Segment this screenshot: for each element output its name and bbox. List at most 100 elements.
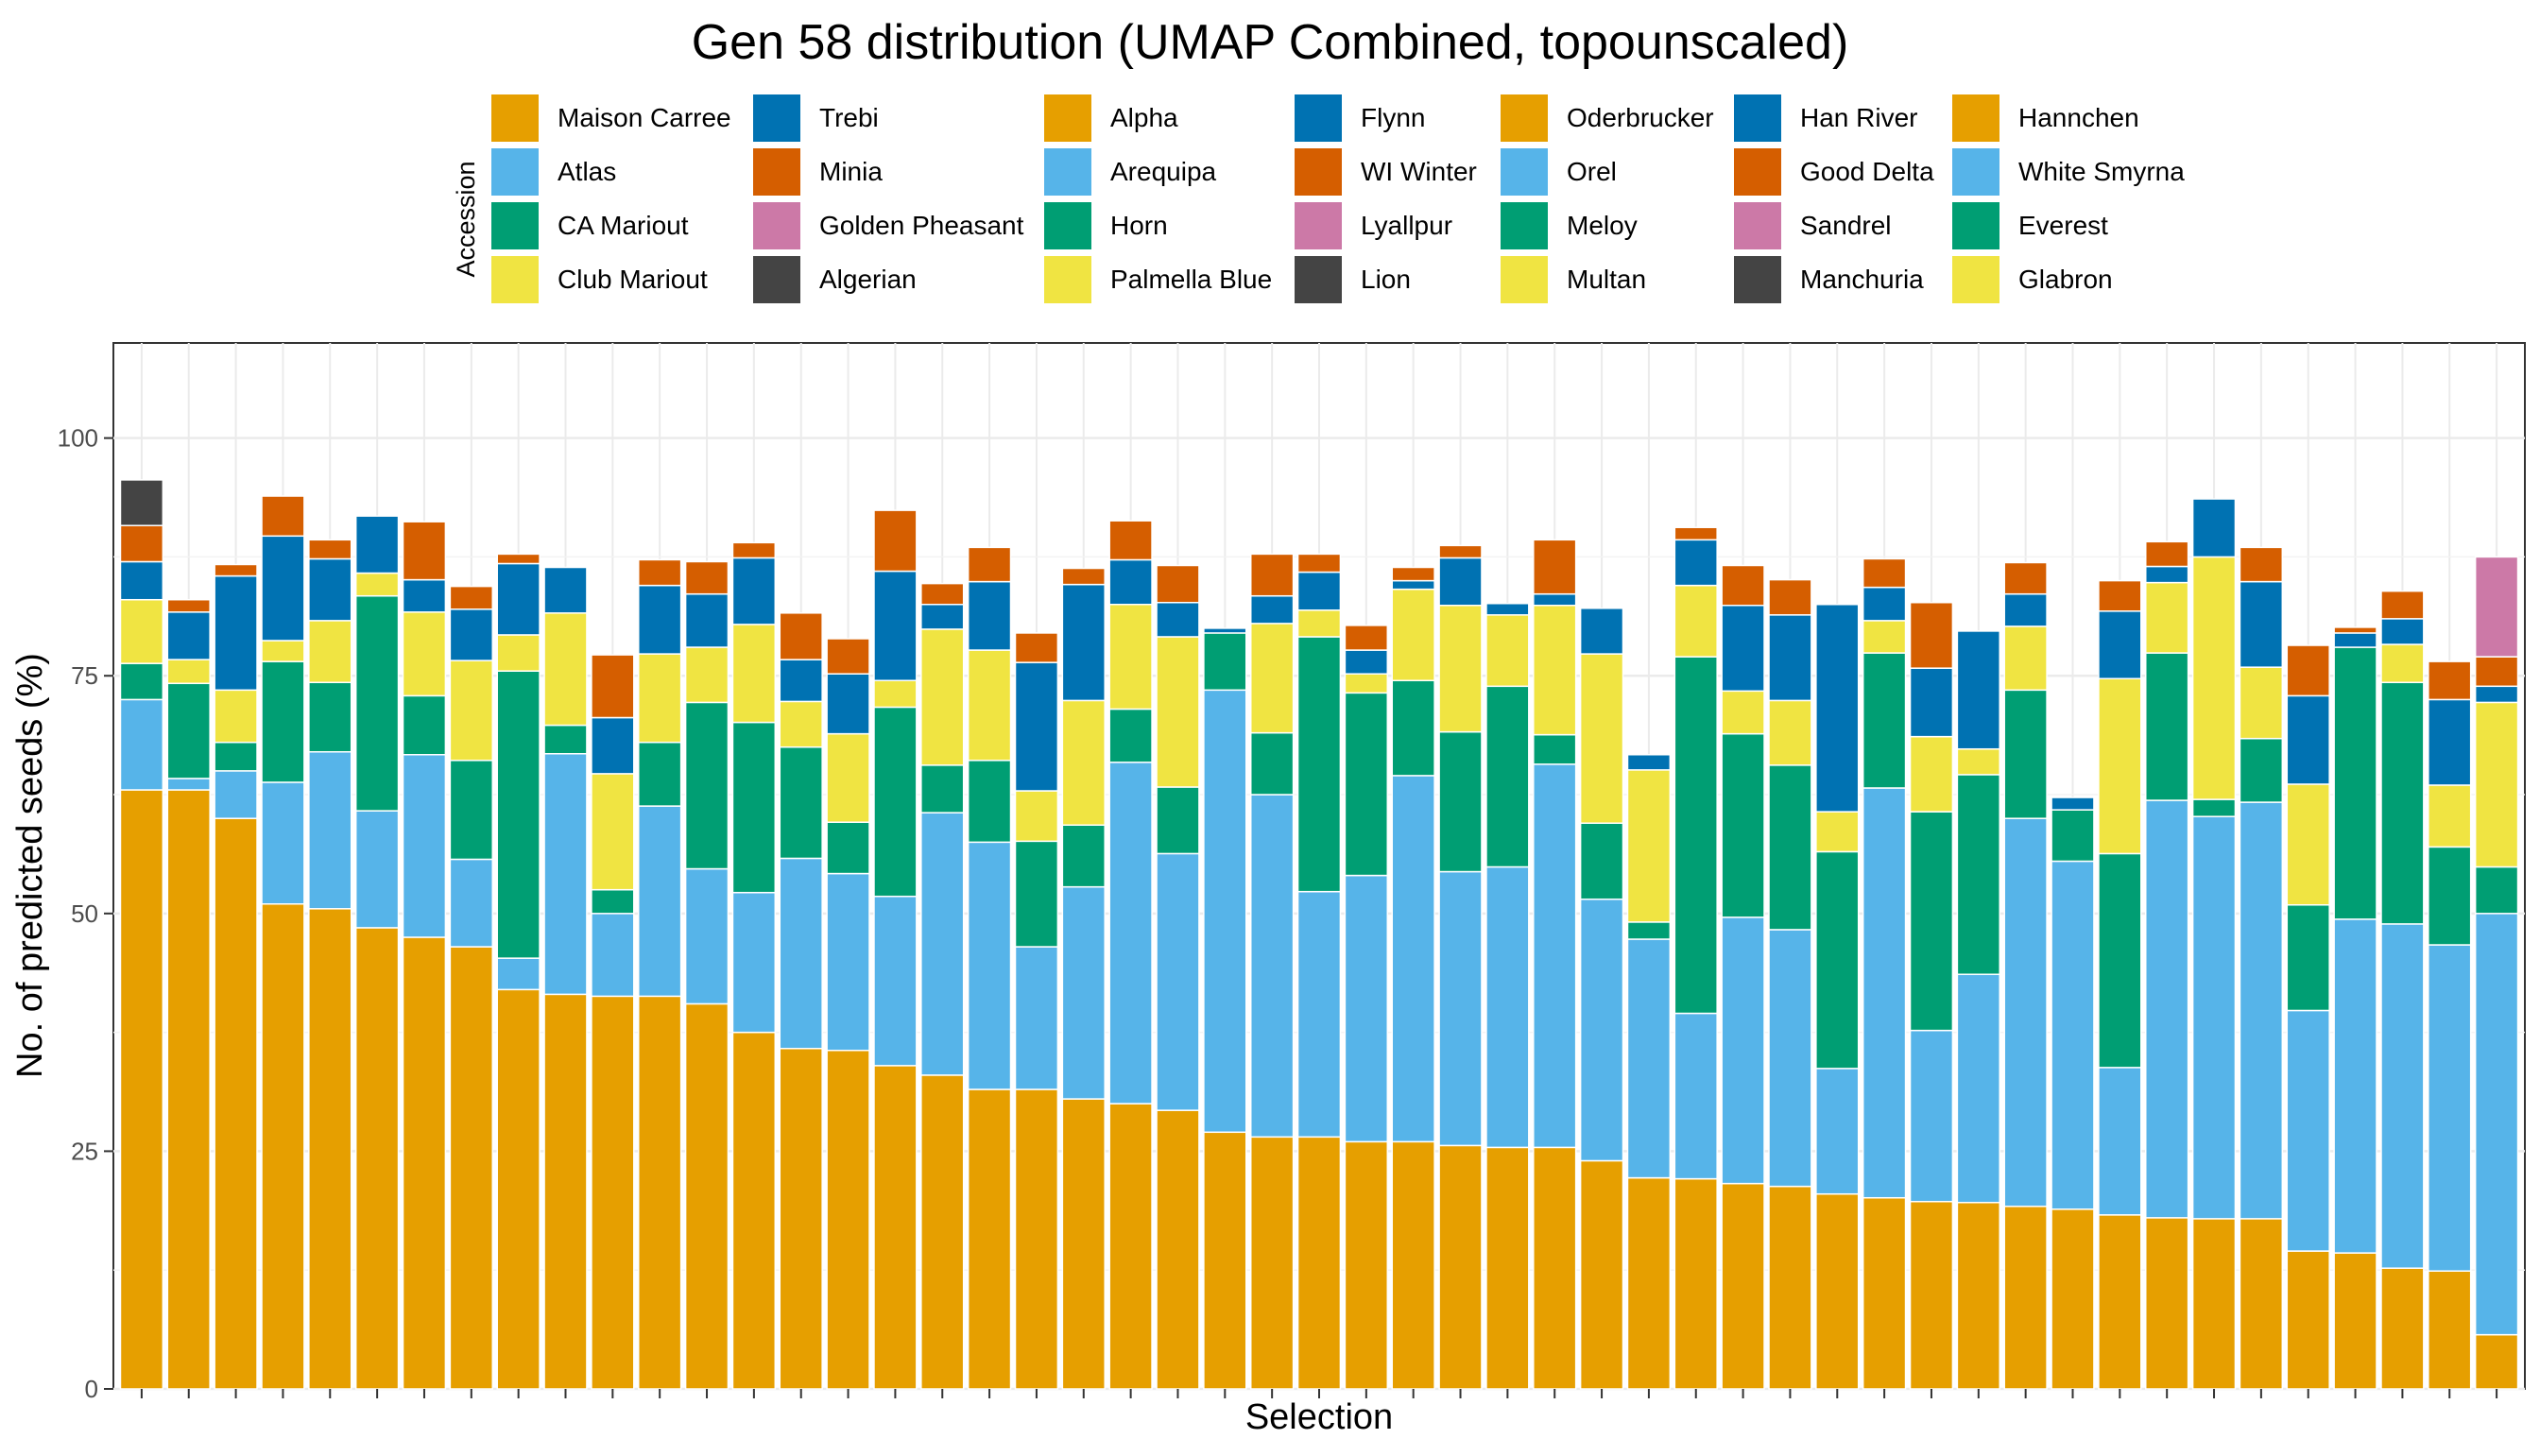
bar-segment [1815,1068,1860,1195]
bar-segment [2098,1067,2142,1216]
bar-segment [1533,763,1577,1149]
legend-swatch [1734,256,1781,303]
bar-segment [920,764,965,814]
legend-swatch [491,94,539,142]
bar-segment [638,653,682,744]
bar-segment [684,560,729,595]
bar-segment [1485,614,1530,688]
bar-segment [166,611,211,660]
bar-segment [1533,733,1577,765]
legend-label: Arequipa [1110,157,1217,186]
bar-segment [1956,747,2000,776]
bar-segment [166,778,211,791]
legend-swatch [1952,202,1999,249]
y-tick-label: 50 [71,899,98,928]
bar-segment [214,689,258,744]
bar-segment [2286,694,2330,785]
bar-segment [354,515,400,574]
bar-segment [1061,885,1106,1100]
bar-segment [684,1002,729,1390]
legend-label: Golden Pheasant [819,211,1024,240]
legend-label: CA Mariout [558,211,689,240]
bar-segment [261,535,305,642]
bar-segment [2003,817,2048,1208]
bar-segment [1156,1109,1200,1390]
legend-swatch [491,202,539,249]
bar-segment [1438,730,1483,873]
legend-label: Multan [1567,265,1646,294]
legend-label: Palmella Blue [1110,265,1272,294]
bar-segment [1673,1012,1718,1180]
bar-segment [2098,610,2142,679]
bar-segment [2474,1333,2519,1390]
bar-segment [1533,605,1577,736]
bar-segment [591,716,635,775]
bar-segment [1438,544,1483,559]
bar-segment [1485,865,1530,1149]
bar-segment [496,670,541,959]
bar-segment [1061,699,1106,826]
bar-segment [826,732,870,823]
legend-swatch [1295,94,1342,142]
bar-segment [826,638,870,675]
bar-segment [873,1065,918,1390]
bar-segment [2428,1270,2472,1390]
bar-segment [543,566,588,614]
bar-segment [1203,632,1247,692]
legend-swatch [1501,202,1548,249]
bar-segment [1909,811,1954,1032]
bar-segment [214,563,258,577]
bar-segment [1249,794,1295,1139]
legend-swatch [491,148,539,196]
y-tick-label: 75 [71,661,98,690]
bar-segment [2051,860,2095,1210]
bar-segment [826,872,870,1052]
bar-segment [166,598,211,613]
bar-segment [214,741,258,772]
bar-segment [2286,783,2330,906]
bar-segment [1768,1185,1812,1390]
bar-segment [684,867,729,1005]
bar-segment [1296,890,1342,1139]
bar-segment [826,1049,870,1390]
bar-segment [1626,769,1672,923]
bar-segment [1673,584,1718,658]
bar-segment [1909,1200,1954,1390]
bar-segment [1014,840,1059,948]
bar-segment [2333,1252,2377,1390]
bar-segment [1296,553,1342,574]
bar-segment [1956,973,2000,1204]
bar-segment [449,946,493,1390]
bar-segment [591,913,635,998]
bar-segment [1579,1159,1624,1390]
bar-segment [1014,632,1059,663]
bar-segment [449,858,493,948]
bar-segment [1156,852,1200,1111]
bar-segment [1956,774,2000,975]
bar-segment [1909,1029,1954,1203]
bar-segment [826,821,870,875]
bar-segment [1909,667,1954,738]
bar-segment [731,721,777,894]
bar-segment [1768,614,1812,702]
bar-segment [1438,1144,1483,1390]
bar-segment [402,611,447,697]
bar-segment [1673,539,1718,587]
bar-segment [967,841,1012,1090]
legend-label: Alpha [1110,103,1178,132]
bar-segment [1014,661,1059,792]
legend-label: Club Mariout [558,265,708,294]
bar-segment [1438,557,1483,607]
bar-segment [591,654,635,719]
legend-label: Hannchen [2018,103,2139,132]
bar-segment [731,541,777,559]
bar-segment [1249,594,1295,625]
legend-swatch [1501,94,1548,142]
bar-segment [2474,701,2519,868]
bar-segment [2239,546,2284,583]
legend-swatch [1295,202,1342,249]
bar-segment [2380,923,2425,1269]
bar-segment [920,582,965,606]
legend-swatch [753,94,800,142]
